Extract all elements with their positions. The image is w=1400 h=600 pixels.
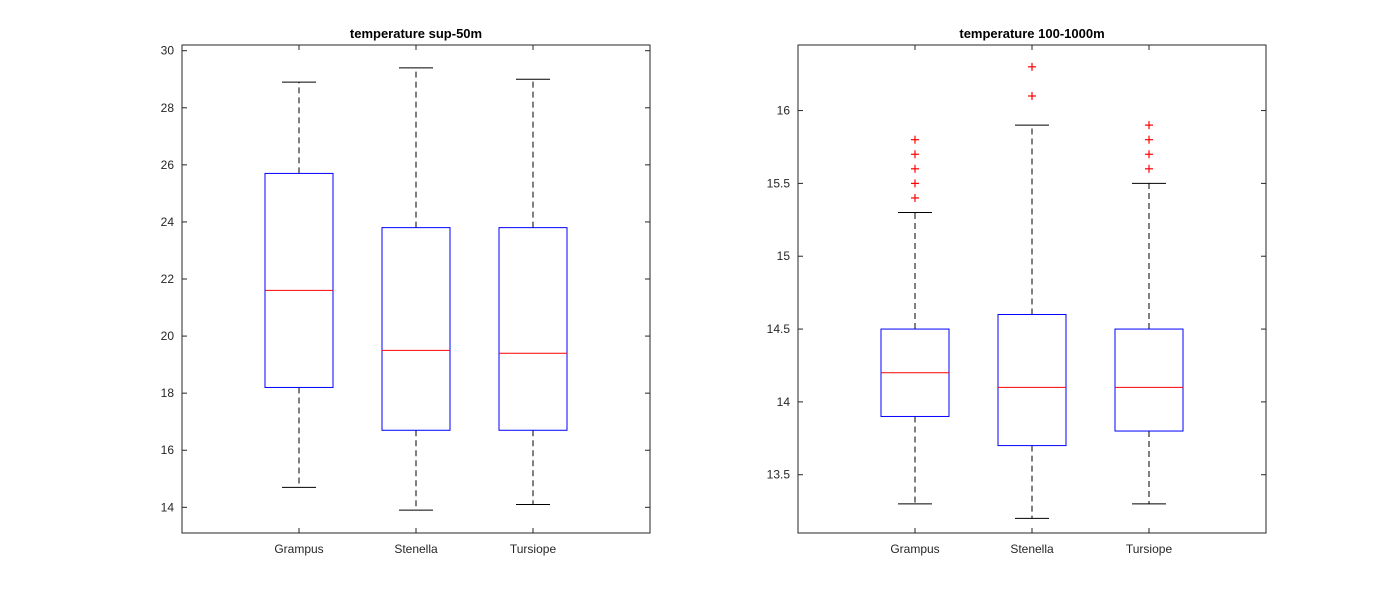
x-category-label: Stenella: [394, 542, 438, 556]
iqr-box: [498, 227, 568, 431]
x-category-label: Grampus: [274, 542, 323, 556]
outlier-marker: [1145, 150, 1153, 159]
y-tick-label: 20: [161, 329, 175, 343]
iqr-box: [997, 313, 1067, 447]
y-tick-label: 15: [777, 249, 791, 263]
box-grampus: [880, 135, 950, 505]
chart-title: temperature sup-50m: [350, 26, 482, 41]
y-tick-label: 24: [161, 215, 175, 229]
y-tick-label: 13.5: [767, 468, 791, 482]
x-category-label: Stenella: [1010, 542, 1054, 556]
outlier-marker: [1145, 121, 1153, 130]
x-category-label: Tursiope: [510, 542, 557, 556]
chart-temperature-100-1000m: temperature 100-1000m 13.5 14 14.5 15 15.5 16…: [767, 26, 1267, 556]
iqr-box: [264, 172, 334, 388]
axes-frame: [181, 44, 651, 534]
y-tick-label: 14: [777, 395, 791, 409]
outlier-marker: [1028, 62, 1036, 71]
y-tick-label: 16: [777, 104, 791, 118]
outlier-marker: [911, 135, 919, 144]
y-tick-label: 22: [161, 272, 175, 286]
chart-temperature-sup-50m: temperature sup-50m 14 16 18 20 22 24 26 28 30 Gr…: [161, 26, 651, 556]
iqr-box: [1114, 328, 1184, 432]
box-stenella: [381, 67, 451, 511]
outlier-marker: [1028, 91, 1036, 100]
y-tick-label: 14.5: [767, 322, 791, 336]
box-tursiope: [498, 78, 568, 505]
chart-title: temperature 100-1000m: [959, 26, 1104, 41]
outlier-marker: [1145, 135, 1153, 144]
y-tick-label: 16: [161, 443, 175, 457]
x-category-label: Tursiope: [1126, 542, 1173, 556]
y-tick-label: 14: [161, 500, 175, 514]
iqr-box: [381, 227, 451, 431]
outlier-marker: [911, 164, 919, 173]
outlier-marker: [1145, 164, 1153, 173]
outlier-marker: [911, 179, 919, 188]
y-tick-label: 15.5: [767, 176, 791, 190]
outlier-marker: [911, 150, 919, 159]
y-tick-label: 28: [161, 101, 175, 115]
outlier-marker: [911, 193, 919, 202]
box-tursiope: [1114, 121, 1184, 505]
box-stenella: [997, 62, 1067, 519]
y-tick-label: 30: [161, 44, 175, 58]
y-tick-label: 26: [161, 158, 175, 172]
x-category-label: Grampus: [890, 542, 939, 556]
box-grampus: [264, 81, 334, 488]
y-tick-label: 18: [161, 386, 175, 400]
